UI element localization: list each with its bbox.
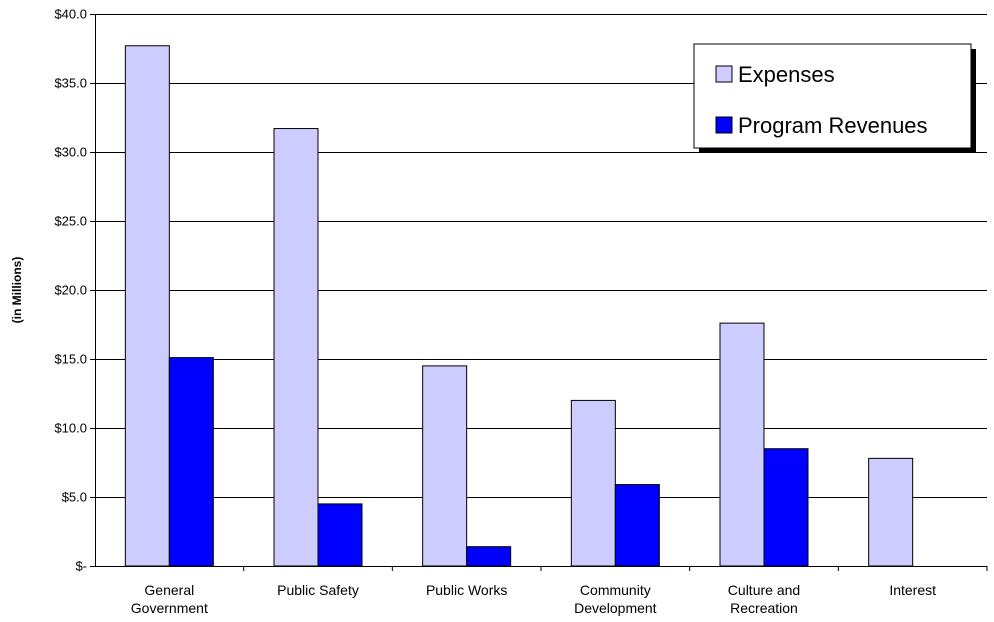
bar-expenses-culture-and-recreation [719,322,765,567]
bar-program-revenues-public-safety [317,503,363,567]
x-tick-label: Development [574,600,657,616]
legend-label-program-revenues: Program Revenues [738,113,928,138]
bar-expenses-public-safety [273,128,319,567]
bar-program-revenues-general-government [168,357,214,567]
y-tick-label: $20.0 [54,283,87,298]
legend-swatch-expenses [715,65,733,83]
y-tick-label: $40.0 [54,7,87,22]
bar-expenses-community-development [570,399,616,567]
bar-program-revenues-culture-and-recreation [763,448,809,567]
x-tick-label: Interest [889,582,936,598]
bars [124,45,914,567]
bar-program-revenues-public-works [466,546,512,567]
x-tick-label: Public Safety [277,582,359,598]
y-tick-labels: $- $5.0 $10.0 $15.0 $20.0 $25.0 $30.0 $35.0 $40.… [54,7,87,574]
bar-expenses-general-government [124,45,170,567]
y-tick-label: $10.0 [54,421,87,436]
x-tick-label: Community [580,582,651,598]
x-tick-label: Culture and [728,582,800,598]
x-tick-label: Recreation [730,600,798,616]
legend-swatch-program-revenues [715,116,733,134]
legend-label-expenses: Expenses [738,62,835,87]
x-tick-label: Government [131,600,208,616]
y-tick-label: $35.0 [54,76,87,91]
axes [90,14,988,571]
bar-expenses-interest [868,457,914,567]
x-tick-label: Public Works [426,582,507,598]
y-tick-label: $25.0 [54,214,87,229]
y-tick-label: $- [75,559,87,574]
legend: Expenses Program Revenues [693,43,976,153]
gridlines [95,14,987,498]
x-tick-label: General [144,582,194,598]
x-tick-labels: General Government Public Safety Public Wor… [131,582,936,616]
y-tick-label: $5.0 [62,490,87,505]
legend-box [693,43,972,149]
y-tick-label: $15.0 [54,352,87,367]
y-tick-label: $30.0 [54,145,87,160]
y-axis-label: (in Millions) [10,257,24,324]
bar-program-revenues-community-development [614,484,660,567]
bar-expenses-public-works [422,365,468,567]
